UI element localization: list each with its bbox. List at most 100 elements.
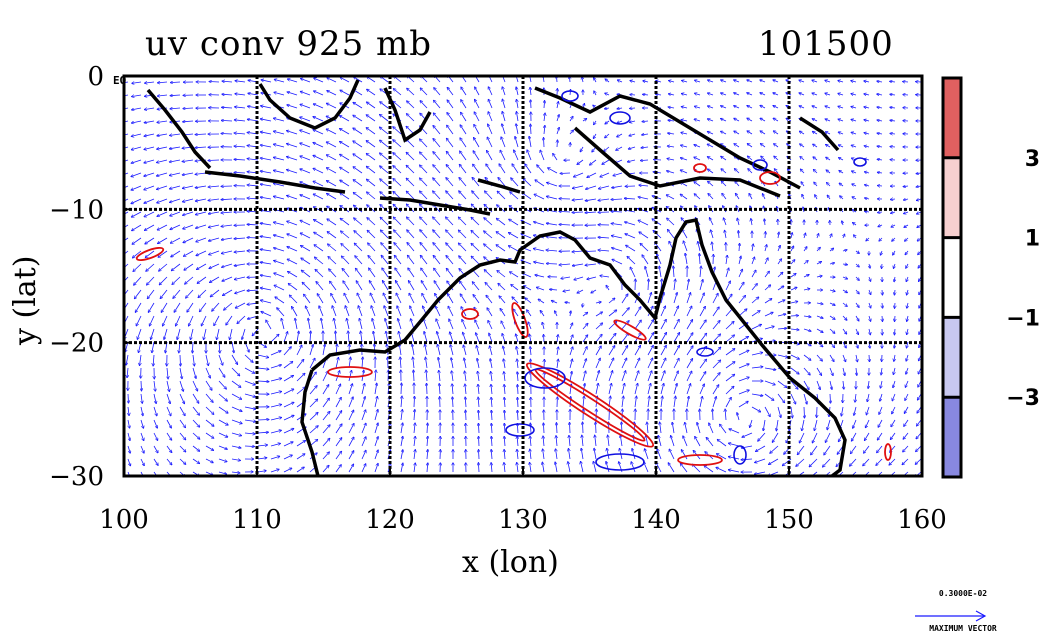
- wind-vector: [530, 436, 531, 447]
- wind-vector: [673, 333, 680, 343]
- wind-vector: [380, 140, 389, 148]
- wind-vector: [851, 432, 857, 441]
- wind-vector: [572, 199, 584, 200]
- wind-vector: [420, 88, 428, 96]
- wind-vector: [604, 146, 610, 151]
- wind-vector: [894, 328, 895, 335]
- wind-vector: [451, 358, 454, 369]
- wind-vector: [669, 81, 675, 83]
- wind-vector: [237, 315, 246, 324]
- wind-vector: [882, 263, 883, 269]
- wind-vector: [774, 144, 779, 148]
- wind-vector: [867, 393, 870, 402]
- wind-vector: [570, 311, 571, 317]
- wind-vector: [803, 261, 808, 265]
- wind-vector: [190, 328, 194, 340]
- wind-vector: [412, 344, 415, 356]
- wind-vector: [707, 144, 714, 148]
- max-vector-label: MAXIMUM VECTOR: [929, 624, 997, 633]
- wind-vector: [613, 172, 623, 176]
- wind-vector: [313, 117, 324, 122]
- wind-vector: [747, 80, 753, 83]
- wind-vector: [725, 374, 735, 382]
- wind-vector: [153, 393, 156, 404]
- wind-vector: [341, 231, 350, 239]
- wind-vector: [348, 384, 353, 395]
- negative-contours: [505, 90, 867, 471]
- wind-vector: [478, 397, 479, 408]
- wind-vector: [341, 256, 350, 265]
- wind-vector: [751, 257, 755, 265]
- max-vector-arrowhead: [975, 610, 987, 622]
- wind-vector: [382, 268, 389, 278]
- wind-vector: [751, 311, 760, 317]
- wind-vector: [277, 308, 285, 317]
- wind-vector: [751, 219, 752, 226]
- wind-vector: [340, 154, 350, 161]
- wind-vector: [890, 432, 896, 440]
- wind-vector: [621, 383, 625, 395]
- wind-vector: [422, 293, 428, 304]
- x-tick-label: 160: [897, 505, 947, 535]
- wind-vector: [894, 354, 895, 361]
- wind-vector: [196, 250, 207, 256]
- wind-vector: [827, 195, 831, 200]
- wind-vector: [667, 171, 675, 174]
- wind-vector: [734, 93, 740, 96]
- wind-vector: [124, 237, 129, 242]
- wind-vector: [617, 108, 623, 109]
- wind-vector: [673, 358, 679, 369]
- wind-vector: [892, 406, 896, 414]
- wind-vector: [907, 289, 909, 295]
- wind-vector: [517, 397, 518, 408]
- wind-vector: [864, 432, 870, 441]
- wind-vector: [195, 185, 207, 188]
- x-tick-label: 120: [365, 505, 415, 535]
- wind-vector: [903, 199, 909, 200]
- wind-vector: [198, 289, 207, 298]
- wind-vector: [829, 248, 834, 252]
- wind-vector: [296, 467, 304, 473]
- wind-vector: [137, 328, 142, 339]
- wind-vector: [829, 328, 835, 333]
- wind-vector: [838, 81, 844, 83]
- wind-vector: [514, 150, 519, 161]
- wind-vector: [605, 93, 610, 95]
- wind-vector: [694, 119, 701, 121]
- wind-vector: [894, 289, 895, 295]
- wind-vector: [400, 463, 403, 473]
- wind-vector: [790, 287, 797, 291]
- wind-vector: [708, 181, 714, 187]
- wind-vector: [296, 454, 305, 460]
- wind-vector: [296, 441, 306, 447]
- wind-vector: [581, 461, 584, 473]
- wind-vector: [842, 367, 845, 376]
- wind-vector: [764, 258, 768, 265]
- wind-vector: [127, 367, 128, 378]
- wind-vector: [140, 445, 144, 453]
- wind-vector: [196, 224, 207, 228]
- wind-vector: [694, 106, 701, 108]
- wind-vector: [407, 217, 415, 226]
- wind-vector: [734, 144, 740, 148]
- wind-vector: [502, 111, 506, 122]
- wind-vector: [602, 159, 610, 164]
- wind-vector: [406, 178, 415, 187]
- wind-vector: [218, 419, 228, 425]
- wind-vector: [530, 462, 532, 473]
- wind-vector: [208, 160, 220, 161]
- wind-vector: [544, 334, 545, 343]
- wind-vector: [734, 80, 740, 82]
- wind-vector: [234, 120, 246, 121]
- wind-vector: [144, 211, 155, 217]
- wind-vector: [367, 230, 376, 239]
- wind-vector: [400, 357, 401, 369]
- wind-vector: [447, 100, 454, 109]
- wind-vector: [530, 449, 531, 460]
- wind-vector: [738, 364, 749, 369]
- wind-vector: [525, 298, 532, 304]
- wind-vector: [829, 354, 834, 362]
- wind-vector: [465, 397, 466, 408]
- wind-vector: [680, 194, 688, 200]
- wind-vector: [179, 458, 186, 464]
